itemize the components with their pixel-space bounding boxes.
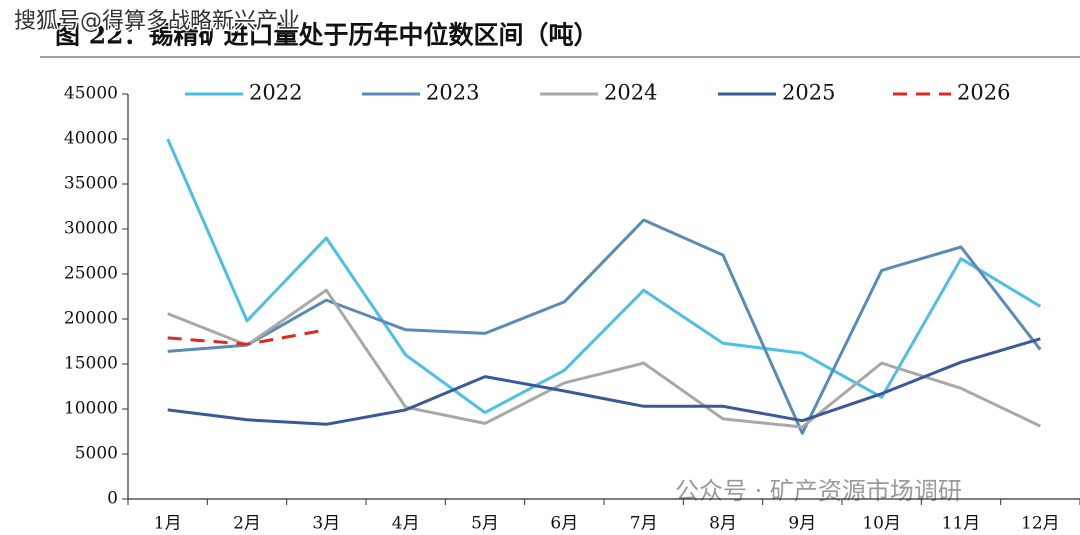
x-tick-label: 8月 — [709, 514, 737, 534]
x-tick-label: 5月 — [471, 514, 499, 534]
x-tick-label: 6月 — [550, 514, 578, 534]
x-tick-label: 11月 — [942, 514, 981, 534]
x-tick-label: 9月 — [788, 514, 816, 534]
x-tick-label: 10月 — [862, 514, 901, 534]
y-tick-label: 0 — [107, 489, 118, 509]
watermark: 公众号 · 矿产资源市场调研 — [675, 477, 962, 505]
x-tick-label: 1月 — [154, 514, 182, 534]
legend-label: 2024 — [604, 81, 657, 105]
series-line — [167, 218, 1042, 435]
y-tick-label: 40000 — [64, 129, 118, 149]
x-tick-label: 7月 — [630, 514, 658, 534]
legend-label: 2023 — [426, 81, 479, 105]
series-line — [167, 288, 1041, 429]
x-tick-label: 3月 — [312, 514, 340, 534]
legend-label: 2025 — [782, 81, 835, 105]
legend-label: 2022 — [249, 81, 302, 105]
series-line — [167, 328, 327, 346]
y-tick-label: 20000 — [64, 309, 118, 329]
chart-title: 图 22：锡精矿进口量处于历年中位数区间（吨） — [55, 21, 599, 50]
x-tick-label: 4月 — [392, 514, 420, 534]
y-tick-label: 15000 — [64, 354, 118, 374]
y-tick-label: 45000 — [64, 84, 118, 104]
series-line — [166, 138, 1042, 415]
x-tick-label: 2月 — [233, 514, 261, 534]
x-tick-label: 12月 — [1021, 514, 1060, 534]
legend-label: 2026 — [957, 81, 1010, 105]
y-tick-label: 10000 — [64, 399, 118, 419]
y-tick-label: 30000 — [64, 219, 118, 239]
y-tick-label: 5000 — [75, 444, 118, 464]
y-tick-label: 35000 — [64, 174, 118, 194]
y-tick-label: 25000 — [64, 264, 118, 284]
series-line — [167, 337, 1041, 426]
watermark: 搜狐号@得算多战略新兴产业 — [14, 9, 300, 34]
